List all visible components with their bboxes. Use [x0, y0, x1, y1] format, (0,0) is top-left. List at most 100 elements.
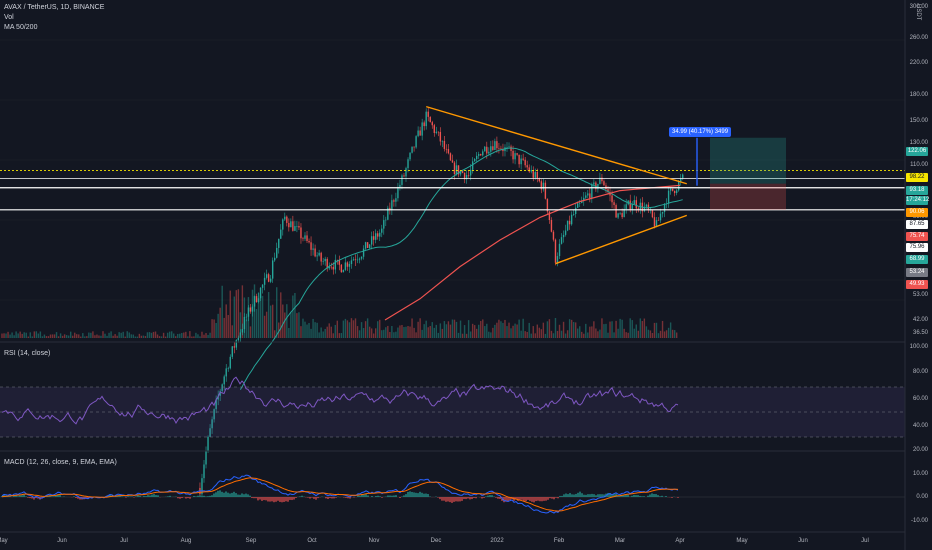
- volume-bar: [120, 332, 122, 338]
- candle-body: [225, 368, 227, 377]
- volume-bar: [98, 335, 100, 338]
- volume-bar: [572, 322, 575, 338]
- macd-histogram-bar: [213, 493, 215, 497]
- candle-body: [276, 247, 278, 258]
- macd-histogram-bar: [359, 495, 361, 497]
- volume-bar: [645, 326, 648, 338]
- volume-bar: [237, 289, 240, 338]
- volume-bar: [207, 334, 209, 338]
- ma-legend[interactable]: MA 50/200: [4, 24, 38, 31]
- volume-bar: [276, 287, 278, 338]
- volume-bar: [9, 334, 11, 338]
- volume-bar: [11, 332, 13, 338]
- rsi-legend[interactable]: RSI (14, close): [4, 350, 51, 357]
- volume-bar: [492, 327, 494, 338]
- candle-body: [251, 306, 254, 312]
- symbol-legend[interactable]: AVAX / TetherUS, 1D, BINANCE: [4, 4, 105, 11]
- volume-bar: [173, 333, 175, 338]
- macd-histogram-bar: [229, 493, 231, 497]
- signal-line: [1, 477, 679, 512]
- volume-bar: [552, 333, 555, 338]
- volume-bar: [288, 328, 290, 338]
- volume-bar: [451, 319, 454, 338]
- volume-bar: [296, 313, 298, 338]
- price-tag: 68.99: [906, 255, 928, 264]
- volume-bar: [346, 320, 349, 338]
- volume-bar: [579, 326, 581, 338]
- volume-bar: [405, 326, 407, 338]
- volume-bar: [267, 292, 270, 338]
- macd-histogram-bar: [263, 497, 265, 501]
- price-axis-label: 53.00: [912, 292, 928, 298]
- price-axis-label: 85.00: [912, 214, 928, 220]
- macd-histogram-bar: [365, 494, 367, 497]
- macd-histogram-bar: [327, 497, 329, 499]
- volume-bar: [76, 334, 78, 338]
- macd-histogram-bar: [395, 495, 397, 497]
- volume-bar: [168, 331, 171, 338]
- candle-body: [617, 213, 619, 218]
- candle-body: [265, 274, 268, 278]
- volume-bar: [189, 331, 191, 338]
- candle-body: [510, 146, 512, 151]
- candle-body: [560, 237, 563, 244]
- volume-bar: [199, 336, 201, 338]
- volume-bar: [65, 335, 68, 338]
- macd-axis-label: 0.00: [916, 494, 928, 500]
- macd-histogram-bar: [441, 497, 443, 501]
- volume-bar: [223, 317, 225, 338]
- volume-legend[interactable]: Vol: [4, 14, 14, 21]
- candle-body: [322, 261, 324, 262]
- macd-histogram-bar: [569, 493, 571, 497]
- volume-bar: [191, 336, 193, 338]
- macd-histogram-bar: [243, 494, 245, 497]
- volume-bar: [45, 336, 48, 338]
- measure-tool-label[interactable]: 34.99 (40.17%) 3499: [669, 127, 732, 137]
- macd-histogram-bar: [17, 496, 19, 497]
- candle-body: [366, 242, 369, 248]
- macd-histogram-bar: [423, 493, 425, 497]
- macd-histogram-bar: [221, 491, 223, 497]
- volume-bar: [229, 290, 231, 338]
- macd-histogram-bar: [289, 497, 291, 500]
- volume-bar: [164, 336, 167, 338]
- macd-histogram-bar: [529, 497, 531, 501]
- macd-histogram-bar: [151, 494, 153, 497]
- candle-body: [538, 178, 541, 182]
- candle-body: [469, 169, 472, 176]
- volume-bar: [257, 292, 260, 338]
- candle-body: [306, 235, 308, 242]
- triangle-lower-line: [555, 214, 688, 265]
- macd-histogram-bar: [357, 495, 359, 497]
- price-tag: 87.65: [906, 220, 928, 229]
- volume-bar: [619, 318, 621, 338]
- macd-histogram-bar: [179, 497, 181, 499]
- macd-histogram-bar: [453, 497, 455, 502]
- candle-body: [425, 111, 427, 127]
- volume-bar: [3, 333, 5, 338]
- candle-body: [467, 174, 470, 176]
- candle-body: [219, 390, 221, 396]
- volume-bar: [261, 295, 264, 338]
- volume-bar: [540, 329, 543, 338]
- volume-bar: [148, 332, 151, 338]
- macd-histogram-bar: [399, 497, 401, 499]
- volume-bar: [415, 332, 417, 338]
- macd-legend[interactable]: MACD (12, 26, close, 9, EMA, EMA): [4, 459, 117, 466]
- volume-bar: [308, 323, 310, 338]
- rsi-axis-label: 100.00: [909, 344, 928, 350]
- candle-body: [223, 376, 225, 385]
- macd-histogram-bar: [279, 497, 281, 502]
- triangle-upper-line: [426, 105, 687, 185]
- time-axis-label: Sep: [245, 538, 257, 544]
- volume-bar: [370, 328, 373, 338]
- macd-histogram-bar: [249, 495, 251, 497]
- volume-bar: [377, 321, 379, 338]
- volume-bar: [67, 335, 70, 338]
- volume-bar: [611, 321, 613, 338]
- macd-histogram-bar: [613, 494, 615, 497]
- macd-histogram-bar: [57, 494, 59, 497]
- volume-bar: [179, 333, 181, 338]
- macd-histogram-bar: [631, 495, 633, 497]
